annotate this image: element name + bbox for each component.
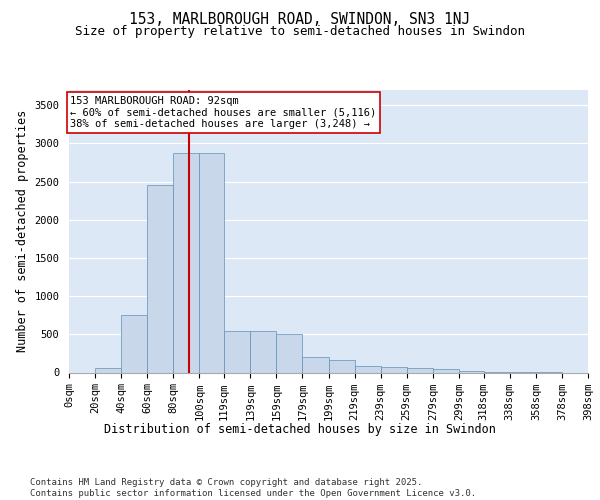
Bar	[380, 367, 407, 372]
Text: Contains HM Land Registry data © Crown copyright and database right 2025.
Contai: Contains HM Land Registry data © Crown c…	[30, 478, 476, 498]
Bar	[407, 368, 433, 372]
Bar	[355, 366, 380, 372]
Bar	[302, 357, 329, 372]
Bar	[121, 315, 147, 372]
Text: 153 MARLBOROUGH ROAD: 92sqm
← 60% of semi-detached houses are smaller (5,116)
38: 153 MARLBOROUGH ROAD: 92sqm ← 60% of sem…	[70, 96, 377, 130]
Bar	[147, 186, 173, 372]
Text: Distribution of semi-detached houses by size in Swindon: Distribution of semi-detached houses by …	[104, 422, 496, 436]
Text: 153, MARLBOROUGH ROAD, SWINDON, SN3 1NJ: 153, MARLBOROUGH ROAD, SWINDON, SN3 1NJ	[130, 12, 470, 28]
Bar	[224, 330, 250, 372]
Bar	[95, 368, 121, 372]
Text: Size of property relative to semi-detached houses in Swindon: Size of property relative to semi-detach…	[75, 25, 525, 38]
Bar	[199, 154, 224, 372]
Bar	[433, 369, 459, 372]
Bar	[250, 332, 277, 372]
Bar	[329, 360, 355, 372]
Bar	[173, 154, 199, 372]
Y-axis label: Number of semi-detached properties: Number of semi-detached properties	[16, 110, 29, 352]
Bar	[277, 334, 302, 372]
